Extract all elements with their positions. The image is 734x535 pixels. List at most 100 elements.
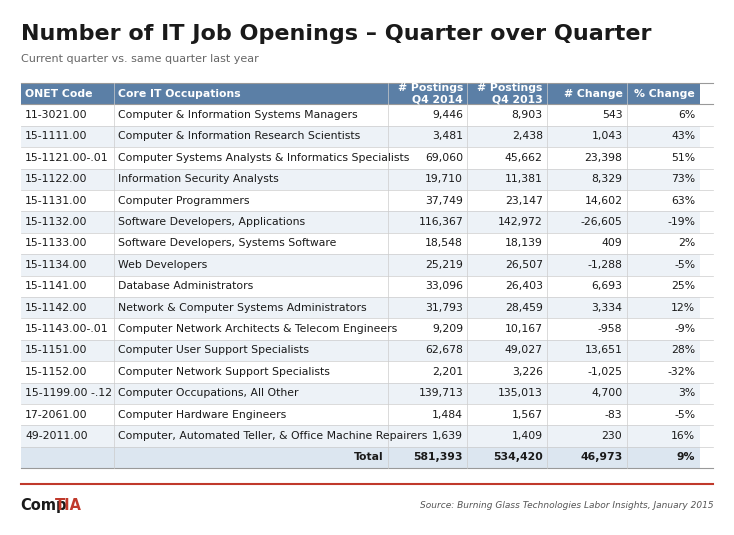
Text: 15-1152.00: 15-1152.00 (25, 367, 87, 377)
Text: 1,639: 1,639 (432, 431, 463, 441)
Bar (627, 254, 700, 276)
Text: 9%: 9% (677, 453, 695, 462)
Bar (388, 104, 468, 126)
Text: -9%: -9% (674, 324, 695, 334)
Text: 13,651: 13,651 (584, 346, 622, 355)
Bar (21, 276, 114, 297)
Text: 15-1143.00-.01: 15-1143.00-.01 (25, 324, 109, 334)
Bar (468, 361, 547, 383)
Text: 14,602: 14,602 (584, 196, 622, 205)
Bar (627, 425, 700, 447)
Bar (547, 126, 627, 147)
Text: Source: Burning Glass Technologies Labor Insights, January 2015: Source: Burning Glass Technologies Labor… (420, 501, 713, 510)
Bar (468, 83, 547, 104)
Bar (547, 211, 627, 233)
Text: 6%: 6% (678, 110, 695, 120)
Bar (547, 318, 627, 340)
Bar (547, 83, 627, 104)
Text: 3,481: 3,481 (432, 132, 463, 141)
Bar (388, 254, 468, 276)
Bar (468, 404, 547, 425)
Text: Number of IT Job Openings – Quarter over Quarter: Number of IT Job Openings – Quarter over… (21, 24, 651, 44)
Text: 25%: 25% (671, 281, 695, 291)
Text: Network & Computer Systems Administrators: Network & Computer Systems Administrator… (118, 303, 367, 312)
Text: 63%: 63% (671, 196, 695, 205)
Text: 543: 543 (602, 110, 622, 120)
Bar (114, 361, 388, 383)
Text: Computer Network Architects & Telecom Engineers: Computer Network Architects & Telecom En… (118, 324, 398, 334)
Text: 9,446: 9,446 (432, 110, 463, 120)
Bar (627, 83, 700, 104)
Text: # Postings
Q4 2014: # Postings Q4 2014 (398, 83, 463, 104)
Text: Information Security Analysts: Information Security Analysts (118, 174, 279, 184)
Bar (21, 147, 114, 169)
Text: 37,749: 37,749 (425, 196, 463, 205)
Bar (21, 340, 114, 361)
Text: -5%: -5% (674, 260, 695, 270)
Text: -1,288: -1,288 (587, 260, 622, 270)
Bar (388, 126, 468, 147)
Bar (627, 447, 700, 468)
Text: # Postings
Q4 2013: # Postings Q4 2013 (477, 83, 542, 104)
Bar (388, 318, 468, 340)
Text: TIA: TIA (55, 498, 82, 513)
Text: 46,973: 46,973 (580, 453, 622, 462)
Text: 1,567: 1,567 (512, 410, 542, 419)
Bar (114, 211, 388, 233)
Bar (627, 126, 700, 147)
Bar (388, 169, 468, 190)
Text: 15-1133.00: 15-1133.00 (25, 239, 87, 248)
Bar (388, 83, 468, 104)
Bar (627, 318, 700, 340)
Text: 1,484: 1,484 (432, 410, 463, 419)
Text: 49-2011.00: 49-2011.00 (25, 431, 87, 441)
Bar (547, 233, 627, 254)
Bar (21, 104, 114, 126)
Text: Computer Hardware Engineers: Computer Hardware Engineers (118, 410, 287, 419)
Text: 73%: 73% (671, 174, 695, 184)
Bar (114, 104, 388, 126)
Bar (114, 126, 388, 147)
Bar (388, 147, 468, 169)
Bar (627, 211, 700, 233)
Bar (547, 361, 627, 383)
Text: -1,025: -1,025 (587, 367, 622, 377)
Bar (388, 404, 468, 425)
Bar (547, 447, 627, 468)
Bar (468, 104, 547, 126)
Bar (21, 126, 114, 147)
Text: 15-1132.00: 15-1132.00 (25, 217, 87, 227)
Bar (468, 233, 547, 254)
Bar (388, 340, 468, 361)
Text: Computer Network Support Specialists: Computer Network Support Specialists (118, 367, 330, 377)
Bar (468, 126, 547, 147)
Bar (547, 425, 627, 447)
Text: 1,409: 1,409 (512, 431, 542, 441)
Bar (388, 190, 468, 211)
Text: 15-1131.00: 15-1131.00 (25, 196, 87, 205)
Text: 12%: 12% (671, 303, 695, 312)
Bar (388, 383, 468, 404)
Text: 1,043: 1,043 (592, 132, 622, 141)
Text: 2%: 2% (678, 239, 695, 248)
Bar (627, 147, 700, 169)
Text: 62,678: 62,678 (425, 346, 463, 355)
Text: Total: Total (354, 453, 383, 462)
Bar (468, 383, 547, 404)
Text: 26,403: 26,403 (505, 281, 542, 291)
Text: 23,147: 23,147 (505, 196, 542, 205)
Text: 16%: 16% (671, 431, 695, 441)
Text: 15-1199.00 -.12: 15-1199.00 -.12 (25, 388, 112, 398)
Text: 8,903: 8,903 (512, 110, 542, 120)
Bar (547, 147, 627, 169)
Text: 10,167: 10,167 (505, 324, 542, 334)
Text: Current quarter vs. same quarter last year: Current quarter vs. same quarter last ye… (21, 54, 258, 64)
Bar (468, 169, 547, 190)
Bar (627, 233, 700, 254)
Bar (627, 383, 700, 404)
Text: 23,398: 23,398 (584, 153, 622, 163)
Bar (114, 254, 388, 276)
Bar (114, 340, 388, 361)
Text: Computer User Support Specialists: Computer User Support Specialists (118, 346, 310, 355)
Text: Web Developers: Web Developers (118, 260, 208, 270)
